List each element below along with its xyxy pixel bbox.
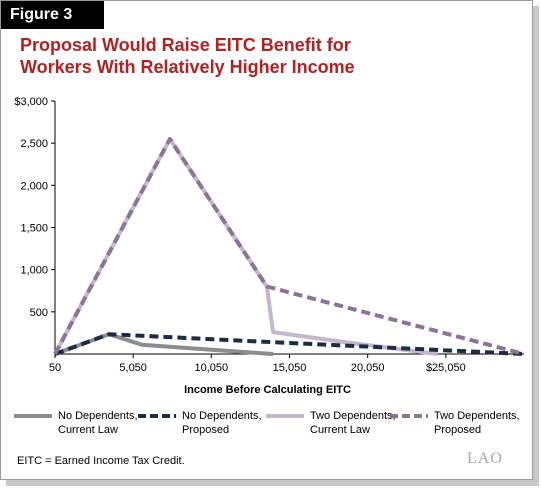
figure-label: Figure 3 xyxy=(1,1,104,29)
frame-shadow-bottom xyxy=(6,480,539,486)
y-tick-label: 1,500 xyxy=(20,223,48,235)
chart-series xyxy=(53,137,525,356)
y-tick-label: $3,000 xyxy=(14,96,48,108)
figure-frame: Figure 3 Proposal Would Raise EITC Benef… xyxy=(0,0,533,480)
series-line-0 xyxy=(54,332,274,356)
chart-title-line-1: Proposal Would Raise EITC Benefit for xyxy=(20,35,351,55)
legend-label: Two Dependents, Proposed xyxy=(434,409,520,437)
series-line-3 xyxy=(53,137,525,356)
lao-logo: LAO xyxy=(467,450,503,467)
y-tick-label: 2,000 xyxy=(20,180,48,192)
y-tick-label: 2,500 xyxy=(20,138,48,150)
x-tick-label: 50 xyxy=(49,362,61,374)
x-tick-label: 5,050 xyxy=(119,362,147,374)
x-tick-label: 15,050 xyxy=(273,362,307,374)
y-tick-label: 500 xyxy=(30,307,48,319)
chart-legend: No Dependents, Current Law No Dependents, P… xyxy=(14,409,529,445)
legend-label-line: Two Dependents, xyxy=(434,410,520,422)
footnote: EITC = Earned Income Tax Credit. xyxy=(17,455,185,467)
legend-label-line: No Dependents, xyxy=(182,410,262,422)
y-tick-label: 1,000 xyxy=(20,265,48,277)
legend-label: Two Dependents, Current Law xyxy=(310,409,396,437)
legend-swatch xyxy=(390,414,428,418)
chart-title: Proposal Would Raise EITC Benefit for Wo… xyxy=(20,34,480,78)
legend-label-line: Proposed xyxy=(182,424,230,436)
x-tick-label: $25,050 xyxy=(426,362,466,374)
legend-swatch xyxy=(14,414,52,418)
legend-label: No Dependents, Current Law xyxy=(58,409,138,437)
x-axis-label: Income Before Calculating EITC xyxy=(184,384,351,396)
legend-label-line: No Dependents, xyxy=(58,410,138,422)
series-line-1 xyxy=(54,332,525,356)
legend-label: No Dependents, Proposed xyxy=(182,409,262,437)
chart-title-line-2: Workers With Relatively Higher Income xyxy=(20,57,355,77)
x-tick-label: 20,050 xyxy=(351,362,385,374)
legend-label-line: Current Law xyxy=(58,424,118,436)
legend-label-line: Proposed xyxy=(434,424,482,436)
chart-axes xyxy=(51,100,524,358)
legend-swatch xyxy=(266,414,304,418)
legend-label-line: Current Law xyxy=(310,424,370,436)
legend-swatch xyxy=(138,414,176,418)
chart-tick-labels: 500 1,000 1,500 2,000 2,500 $3,000 50 5,050 10,0… xyxy=(14,96,465,374)
x-tick-label: 10,050 xyxy=(195,362,229,374)
frame-shadow-right xyxy=(533,6,539,486)
series-line-2 xyxy=(53,137,438,356)
legend-label-line: Two Dependents, xyxy=(310,410,396,422)
